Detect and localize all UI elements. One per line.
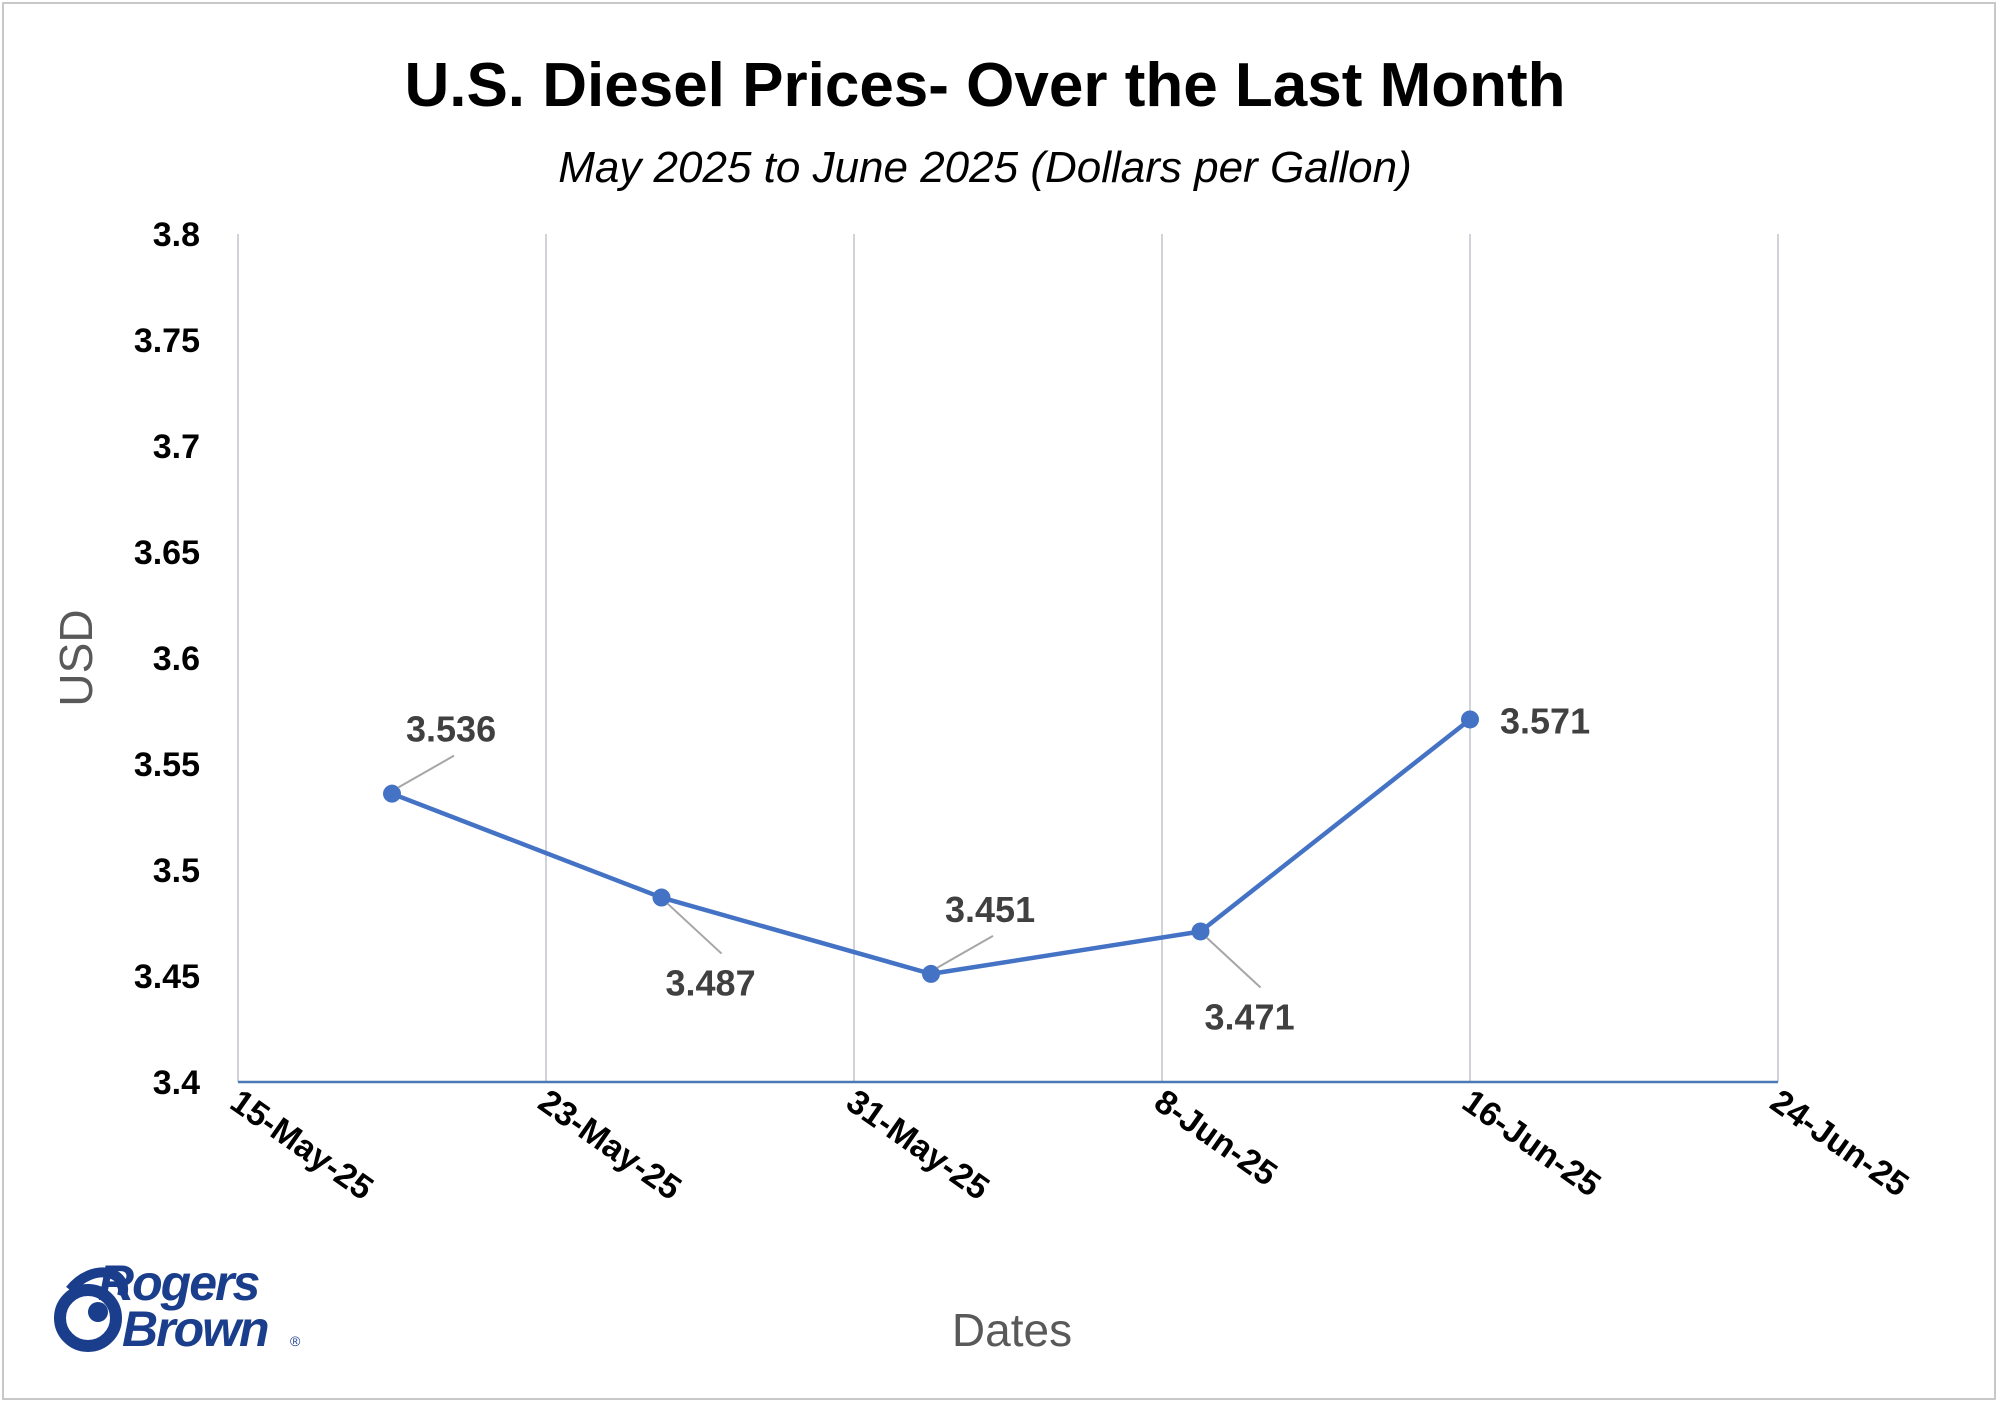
data-label: 3.471 <box>1205 996 1295 1037</box>
chart-title: U.S. Diesel Prices- Over the Last Month <box>404 51 1565 120</box>
x-tick-label: 31-May-25 <box>839 1082 995 1207</box>
series-line <box>391 717 1472 977</box>
x-tick-label: 23-May-25 <box>531 1082 687 1207</box>
logo-swirl-icon <box>54 1267 129 1352</box>
x-axis-title: Dates <box>952 1304 1072 1356</box>
y-tick-label: 3.75 <box>134 322 200 360</box>
data-point <box>922 964 940 983</box>
x-tick-label: 16-Jun-25 <box>1455 1082 1607 1204</box>
label-leader-line <box>397 754 455 789</box>
logo-line2: Brown <box>122 1301 268 1357</box>
data-point <box>1461 710 1479 729</box>
label-leader-line <box>936 935 994 969</box>
series <box>383 710 1479 983</box>
x-tick-label: 24-Jun-25 <box>1763 1082 1915 1204</box>
x-tick-labels: 15-May-25 23-May-25 31-May-25 8-Jun-25 16-Ju… <box>223 1082 1915 1207</box>
data-label: 3.487 <box>666 963 756 1004</box>
y-tick-label: 3.4 <box>153 1064 200 1102</box>
y-tick-label: 3.55 <box>134 746 200 784</box>
y-tick-label: 3.7 <box>153 428 200 466</box>
registered-mark: ® <box>290 1333 301 1349</box>
y-axis-title: USD <box>50 609 102 706</box>
data-labels: 3.536 3.487 3.451 3.471 3.571 <box>397 700 1590 1037</box>
data-point <box>652 888 671 907</box>
y-tick-label: 3.65 <box>134 534 200 572</box>
y-tick-label: 3.45 <box>134 958 200 996</box>
y-tick-label: 3.5 <box>153 852 200 890</box>
label-leader-line <box>666 902 723 955</box>
data-label: 3.536 <box>406 709 496 750</box>
data-label: 3.451 <box>945 889 1035 930</box>
y-tick-labels: 3.4 3.45 3.5 3.55 3.6 3.65 3.7 3.75 3.8 <box>134 216 200 1102</box>
x-tick-label: 15-May-25 <box>223 1082 379 1207</box>
x-tick-label: 8-Jun-25 <box>1147 1082 1283 1193</box>
gridlines <box>237 234 1779 1082</box>
data-label: 3.571 <box>1500 700 1590 741</box>
data-point <box>1191 922 1210 941</box>
rogers-brown-logo: Rogers Brown ® <box>54 1255 301 1357</box>
logo-line1: Rogers <box>98 1255 259 1311</box>
y-tick-label: 3.8 <box>153 216 200 254</box>
y-tick-label: 3.6 <box>153 640 200 678</box>
data-point <box>383 784 401 803</box>
label-leader-line <box>1205 936 1262 989</box>
chart-subtitle: May 2025 to June 2025 (Dollars per Gallo… <box>558 143 1412 192</box>
